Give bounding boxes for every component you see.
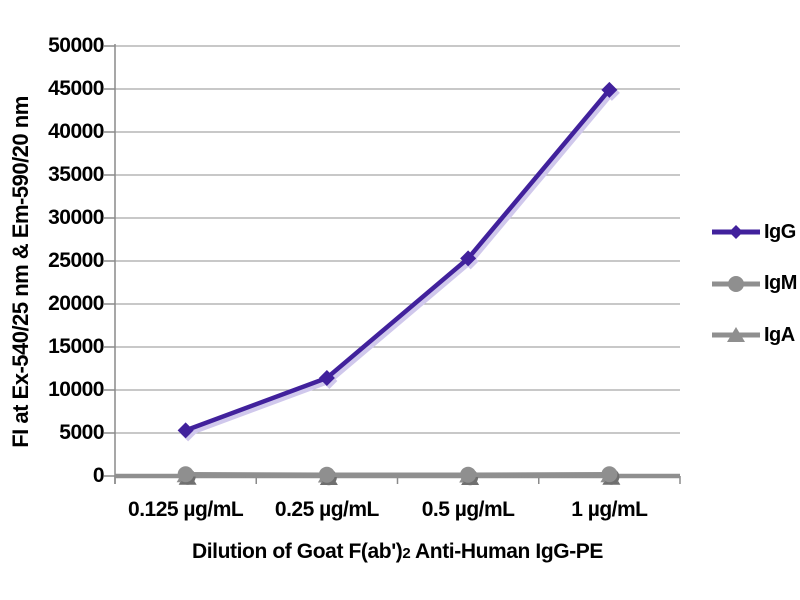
- x-category-label: 0.25 µg/mL: [274, 498, 379, 521]
- data-point-igm: [601, 466, 618, 483]
- legend-item-igg: IgG: [710, 219, 797, 245]
- x-category-label: 1 µg/mL: [571, 498, 648, 521]
- series-layer: [176, 81, 621, 486]
- x-axis-title: Dilution of Goat F(ab')2 Anti-Human IgG-…: [115, 540, 680, 564]
- series-line-shadow: [187, 91, 614, 436]
- y-tick-label: 50000: [48, 34, 104, 57]
- y-tick-label: 35000: [48, 163, 104, 186]
- y-tick-label: 25000: [48, 249, 104, 272]
- series-line: [184, 88, 612, 433]
- legend-label: IgA: [764, 323, 795, 346]
- legend-marker-triangle-icon: [712, 327, 760, 342]
- data-point-igm: [460, 466, 477, 483]
- series-igg: [177, 81, 620, 442]
- legend-marker-shape: [729, 225, 743, 239]
- y-tick-label: 30000: [48, 206, 104, 229]
- legend-marker-shape: [727, 327, 745, 342]
- legend-marker-diamond-icon: [712, 225, 760, 239]
- x-category-label: 0.5 µg/mL: [421, 498, 515, 521]
- legend-label: IgG: [764, 220, 796, 243]
- x-axis-title-subscript: 2: [402, 545, 411, 562]
- x-axis-title-suffix: Anti-Human IgG-PE: [410, 540, 604, 563]
- legend-marker-circle-icon: [712, 275, 760, 292]
- data-point-igg: [601, 81, 618, 98]
- data-point-igg: [460, 250, 477, 267]
- x-category-label: 0.125 µg/mL: [128, 498, 244, 521]
- data-point-igg: [177, 422, 194, 439]
- x-axis-title-text: Dilution of Goat F(ab'): [191, 540, 403, 563]
- y-tick-label: 5000: [59, 421, 104, 444]
- legend-label: IgM: [764, 272, 797, 294]
- series-igm: [177, 466, 620, 486]
- gridlines-layer: [115, 45, 680, 434]
- y-tick-label: 10000: [48, 378, 104, 401]
- legend-item-iga: IgA: [710, 322, 797, 348]
- legend-marker-shape: [728, 275, 744, 292]
- y-tick-label: 0: [92, 464, 105, 487]
- data-point-igm: [318, 466, 335, 483]
- data-point-igg: [318, 369, 335, 386]
- y-tick-label: 40000: [48, 120, 104, 143]
- y-tick-label: 15000: [48, 335, 104, 358]
- legend-item-igm: IgM: [710, 271, 797, 297]
- data-point-igm: [177, 466, 194, 483]
- y-tick-label: 45000: [48, 77, 104, 100]
- y-tick-label: 20000: [48, 292, 104, 315]
- y-axis-title: FI at Ex-540/25 nm & Em-590/20 nm: [8, 96, 33, 448]
- legend: IgG IgM IgA: [710, 219, 797, 374]
